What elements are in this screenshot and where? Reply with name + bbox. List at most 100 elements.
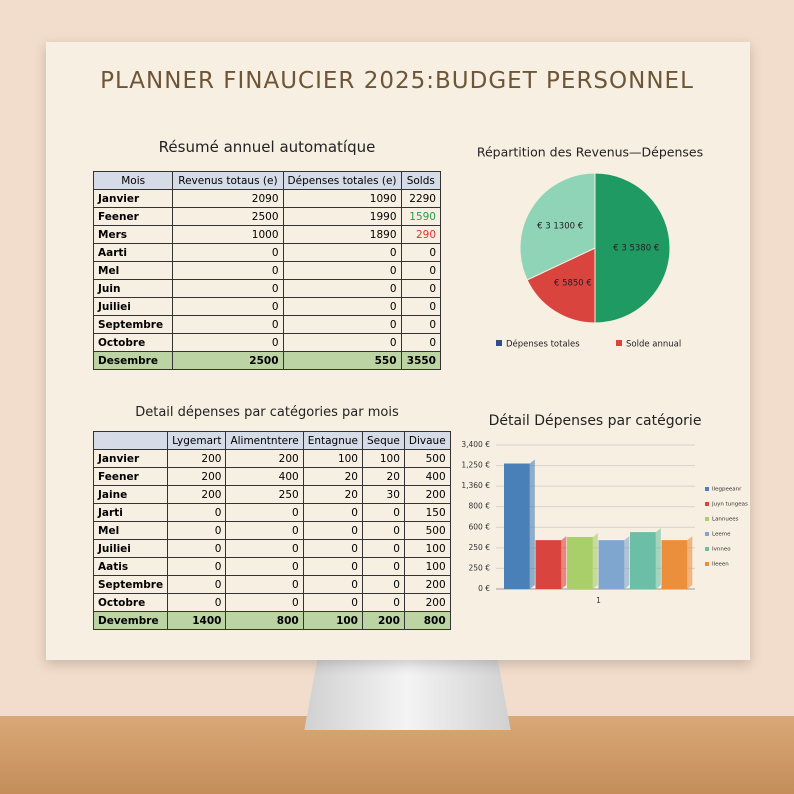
table-cell: 20 [361,467,405,486]
legend-label: Dépenses totales [506,339,580,350]
table-row: Janvier 200 200 100 100 500 [92,449,451,468]
bar-depth [592,533,598,589]
y-tick-label: 1,360 € [461,481,490,490]
table-cell: 800 [225,611,304,630]
table-row: Janvier 2090 1090 2290 [92,189,442,208]
pie-slice [519,172,596,281]
header-row: Lygemart Alimentntere Entagnue Seque Divaue [92,431,451,450]
table-cell: Desembre [92,351,174,370]
table-cell: 20 [302,467,363,486]
legend-swatch [705,517,709,521]
y-tick-label: 3,400 € [461,440,490,449]
table-title: Detail dépenses par catégories par mois [135,405,399,420]
y-tick-label: 0 € [478,584,490,593]
x-tick-label: 1 [596,596,601,605]
pie-label: € 3 5380 € [613,244,659,254]
header-cell: Entagnue [302,431,363,450]
table-title: Résumé annuel automatíque [158,138,376,156]
header-cell: Divaue [403,431,451,450]
legend-swatch [705,502,709,506]
table-row: Septembre 0 0 0 [92,315,442,334]
legend-label: Lannuees [712,517,739,523]
table-cell: 290 [400,225,442,244]
bar [535,540,562,589]
table-row: Feener 2500 1990 1590 [92,207,442,226]
table-cell: 100 [403,557,451,576]
header-cell [92,431,169,450]
table-row: Septembre 0 0 0 0 200 [92,575,451,594]
table-row: Devembre 1400 800 100 200 800 [92,611,451,630]
table-row: Octobre 0 0 0 0 200 [92,593,451,612]
header-cell: Revenus totaus (e) [172,171,284,190]
table-cell: 800 [403,611,451,630]
bar-depth [655,528,661,589]
monitor-stand [304,660,511,730]
table-cell: 1990 [282,207,402,226]
legend-label: Juyn tungeas [711,502,748,508]
table-row: Aarti 0 0 0 [92,243,442,262]
pie-label: € 3 1300 € [537,221,583,231]
table-cell: 550 [282,351,402,370]
table-cell: 100 [302,611,363,630]
table-cell: Devembre [92,611,169,630]
bar [598,540,625,589]
table-row: Juiliei 0 0 0 0 100 [92,539,451,558]
table-cell: Mel [92,261,174,280]
header-cell: Lygemart [167,431,227,450]
legend-label: Solde annual [626,340,681,350]
table-row: Desembre 2500 550 3550 [92,351,442,370]
legend-swatch [705,562,709,566]
header-row: Mois Revenus totaus (e) Dépenses totales (… [92,171,442,190]
table-cell: 200 [403,575,451,594]
table-cell: Juin [92,279,174,298]
legend-label: Ivnneo [712,547,731,553]
bar [567,537,593,589]
pie-slice [526,247,596,324]
y-tick-label: 250 € [469,543,491,552]
bar [661,540,688,589]
table-cell: Mel [92,521,169,540]
legend-swatch [496,340,502,346]
table-cell: Janvier [92,189,174,208]
pie-title: Répartition des Revenus—Dépenses [477,145,703,160]
table-cell: 500 [403,449,451,468]
header-cell: Seque [361,431,405,450]
y-tick-label: 600 € [469,522,491,531]
y-tick-label: 250 € [469,563,491,572]
header-cell: Solds [400,171,442,190]
table-cell: 200 [167,485,227,504]
table-cell: 3550 [400,351,442,370]
summary-table: Mois Revenus totaus (e) Dépenses totales (… [92,171,442,370]
table-row: Jarti 0 0 0 0 150 [92,503,451,522]
table-cell: 200 [361,611,405,630]
table-row: Jaine 200 250 20 30 200 [92,485,451,504]
bar-depth [529,459,535,589]
table-cell: 1400 [167,611,227,630]
y-tick-label: 800 € [469,502,491,511]
bar [504,463,530,589]
bar-depth [561,536,567,589]
legend-label: Ilegpeeanr [712,487,742,493]
pie-slice [594,172,671,324]
bar-depth [624,536,630,589]
pie-label: € 5850 € [554,278,592,288]
legend-swatch [616,340,622,346]
legend-swatch [705,487,709,491]
y-tick-label: 1,250 € [461,461,490,470]
table-row: Mel 0 0 0 [92,261,442,280]
table-cell: Feener [92,467,169,486]
bar [630,532,656,589]
table-row: Mel 0 0 0 0 500 [92,521,451,540]
category-table: Lygemart Alimentntere Entagnue Seque Divaue J… [92,431,451,630]
legend-swatch [705,547,709,551]
table-cell: 0 [361,539,405,558]
bar-depth [687,536,693,589]
table-row: Juin 0 0 0 [92,279,442,298]
header-cell: Mois [92,171,174,190]
page-title: PLANNER FINAUCIER 2025:BUDGET PERSONNEL [100,68,694,94]
legend-label: Ileeen [712,562,729,568]
legend-swatch [705,532,709,536]
bar-title: Détail Dépenses par catégorie [489,413,702,429]
